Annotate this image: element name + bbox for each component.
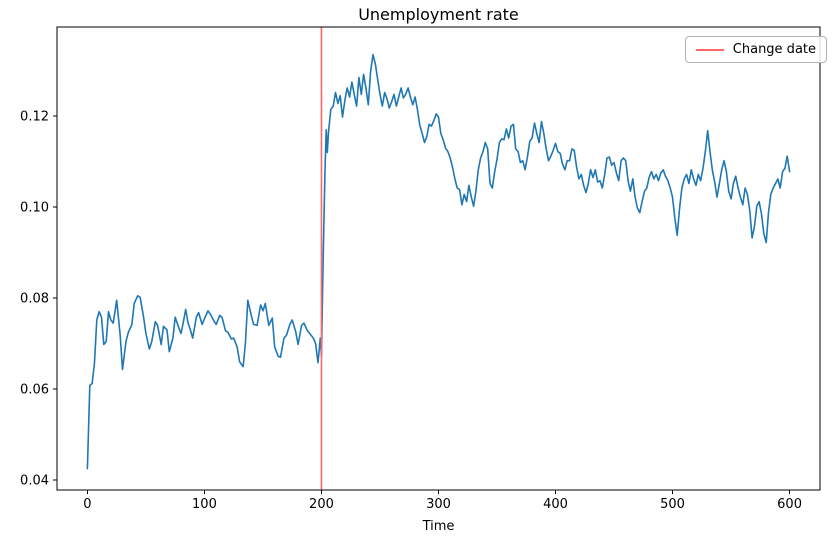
x-tick-label-0: 0 (83, 497, 91, 512)
legend-line-icon (695, 48, 724, 51)
y-tick-label-2: 0.08 (20, 292, 49, 307)
series-line-unemployment-rate (86, 53, 791, 470)
x-tick-label-3: 300 (426, 497, 451, 512)
x-tick-label-2: 200 (309, 497, 334, 512)
x-tick-label-5: 500 (660, 497, 685, 512)
x-tick-label-1: 100 (192, 497, 217, 512)
x-tick-label-4: 400 (543, 497, 568, 512)
y-tick-label-0: 0.04 (20, 473, 49, 488)
legend: Change date (684, 36, 827, 63)
x-tick-label-6: 600 (777, 497, 802, 512)
chart-title: Unemployment rate (358, 5, 519, 24)
legend-label: Change date (732, 42, 816, 57)
y-tick-label-4: 0.12 (20, 110, 49, 125)
y-tick-label-1: 0.06 (20, 383, 49, 398)
x-axis-label: Time (422, 519, 455, 534)
y-tick-label-3: 0.10 (20, 201, 49, 216)
axes-spines (56, 26, 821, 491)
